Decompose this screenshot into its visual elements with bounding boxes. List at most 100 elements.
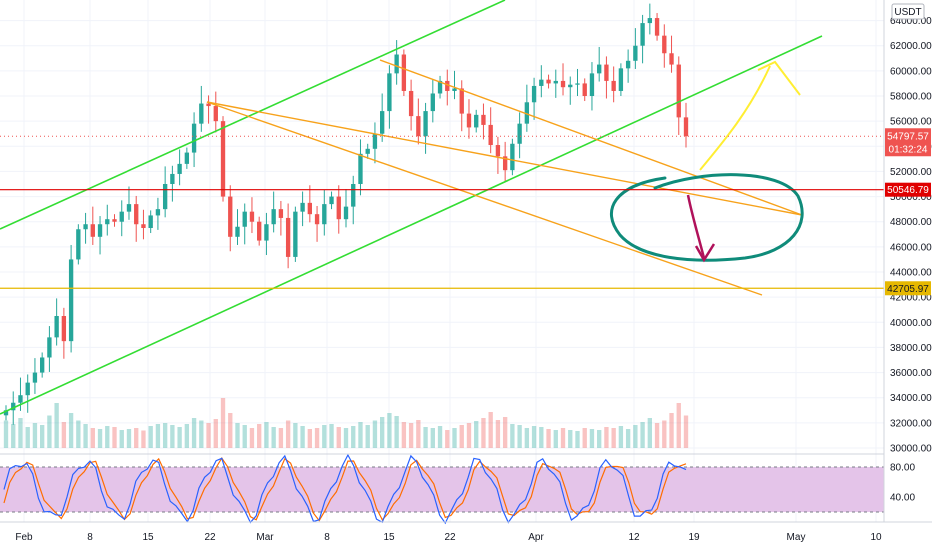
time-tick-label: 12: [628, 532, 640, 543]
volume-bar: [278, 428, 284, 448]
candle-body: [155, 209, 161, 216]
time-tick-label: 8: [324, 532, 330, 543]
volume-bar: [307, 429, 312, 448]
candle-body: [452, 88, 457, 91]
channel-lower-line: [0, 35, 823, 415]
volume-bar: [416, 420, 421, 448]
candle-body: [249, 211, 255, 222]
candle-body: [625, 60, 631, 69]
time-tick-label: Feb: [15, 532, 33, 543]
candle-body: [213, 106, 218, 122]
volume-bar: [97, 429, 103, 448]
candle-body: [553, 80, 558, 84]
volume-bar: [83, 424, 88, 448]
candle-body: [387, 73, 392, 112]
candle-body: [148, 215, 153, 228]
price-tick-label: 42000.00: [890, 293, 932, 304]
candle-body: [474, 114, 479, 128]
volume-bar: [40, 425, 45, 448]
bearish-arrow-head: [694, 243, 716, 263]
volume-bar: [531, 426, 537, 448]
volume-bar: [423, 427, 428, 448]
candle-body: [220, 121, 226, 197]
volume-bar: [582, 428, 587, 448]
time-tick-label: 15: [142, 532, 154, 543]
volume-bar: [76, 420, 81, 448]
currency-badge-bg: [891, 3, 925, 20]
candle-body: [228, 196, 233, 237]
candle-body: [307, 202, 312, 215]
time-tick-label: 15: [383, 532, 395, 543]
candle-body: [546, 79, 551, 84]
price-tick-label: 52000.00: [890, 167, 932, 178]
candle-body: [647, 18, 652, 24]
volume-bar: [597, 430, 602, 448]
price-tick-label: 36000.00: [890, 368, 932, 379]
volume-bar: [61, 422, 67, 448]
candle-body: [416, 116, 421, 137]
volume-bar: [184, 424, 190, 448]
candle-body: [654, 18, 660, 36]
candle-body: [329, 196, 334, 205]
candle-body: [466, 113, 472, 128]
volume-bar: [3, 420, 9, 448]
candle-body: [278, 209, 284, 218]
wedge-lower-line: [206, 101, 763, 296]
resistance-red-tag: 50546.79: [885, 182, 931, 197]
candle-body: [162, 184, 168, 210]
candle-body: [597, 64, 602, 74]
volume-bar: [213, 419, 218, 448]
volume-bar: [141, 430, 146, 448]
candle-body: [271, 209, 276, 225]
volume-bar: [264, 422, 269, 448]
volume-bar: [329, 424, 334, 448]
volume-bar: [387, 413, 392, 448]
candle-body: [293, 211, 298, 257]
candle-body: [47, 337, 52, 358]
candle-body: [517, 123, 522, 144]
candle-body: [582, 83, 587, 96]
candle-body: [380, 111, 385, 134]
resistance-red-tag-bg: [885, 182, 931, 197]
stoch-tick-label: 40.00: [890, 493, 915, 504]
volume-bar: [112, 427, 117, 448]
candle-body: [119, 211, 124, 222]
price-tick-label: 40000.00: [890, 318, 932, 329]
candle-body: [358, 153, 363, 184]
candle-body: [177, 163, 182, 174]
volume-bar: [54, 403, 59, 448]
volume-bar: [271, 427, 276, 448]
candle-body: [343, 206, 349, 220]
candle-body: [76, 229, 81, 260]
candle-body: [502, 156, 508, 171]
candle-body: [560, 80, 566, 88]
volume-bar: [408, 423, 414, 448]
bullish-arrow-head: [757, 60, 801, 96]
volume-bar: [235, 423, 240, 448]
candle-body: [481, 114, 486, 125]
candle-body: [257, 221, 262, 241]
candle-body: [90, 224, 95, 237]
current-price-label: 54797.57: [887, 131, 929, 142]
candle-body: [401, 54, 407, 91]
candle-body: [3, 410, 9, 416]
time-tick-label: 22: [204, 532, 216, 543]
volume-bar: [155, 424, 161, 448]
candle-body: [314, 214, 320, 225]
candle-body: [430, 93, 435, 112]
stoch-tick-label: 80.00: [890, 463, 915, 474]
volume-bar: [47, 415, 52, 448]
candle-body: [683, 117, 689, 137]
candle-body: [618, 68, 624, 91]
candle-body: [539, 79, 544, 86]
volume-bar: [191, 418, 197, 448]
volume-bar: [640, 422, 645, 448]
volume-bar: [249, 428, 255, 448]
volume-bar: [437, 426, 443, 448]
volume-bar: [604, 427, 609, 448]
candle-body: [32, 372, 38, 383]
candle-body: [633, 45, 638, 61]
candle-body: [235, 226, 240, 237]
